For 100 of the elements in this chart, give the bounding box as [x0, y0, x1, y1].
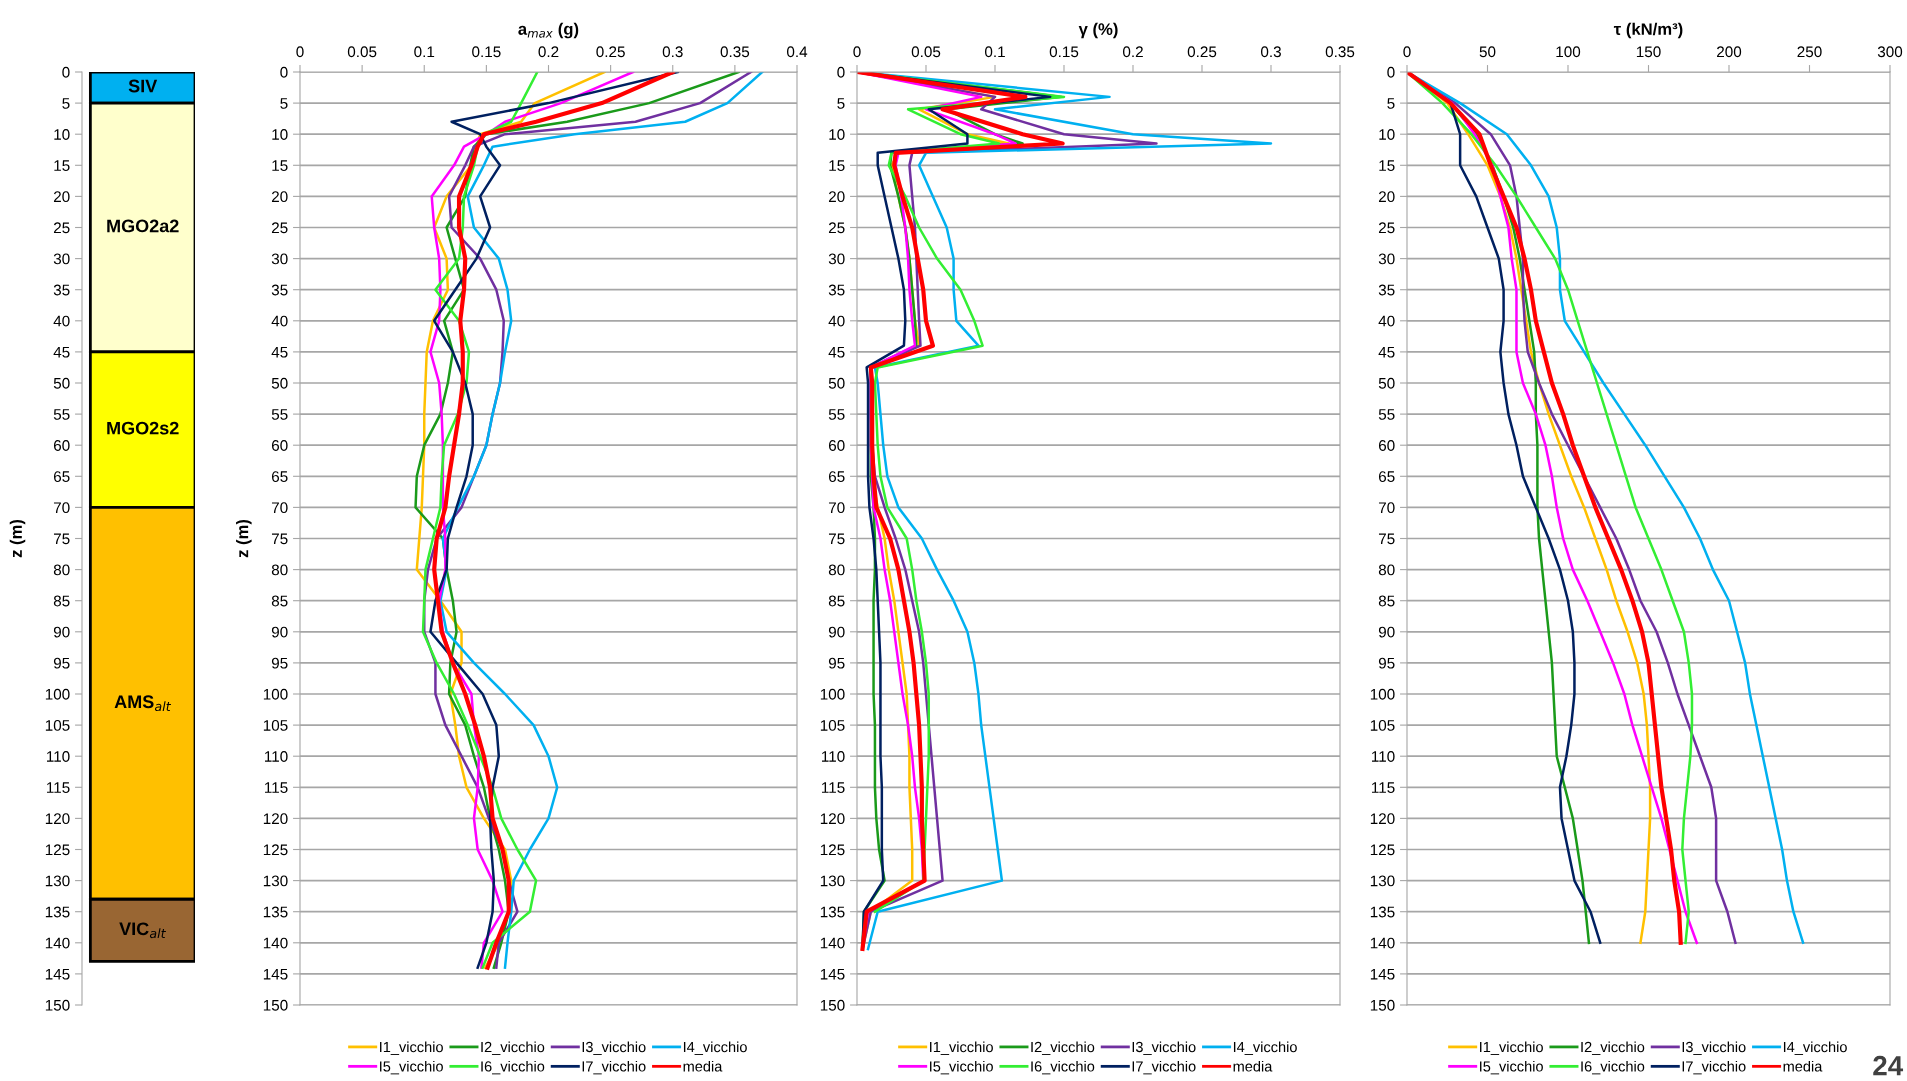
y-tick-label: 135 — [820, 906, 845, 918]
x-tick-label: 0 — [296, 46, 304, 58]
y-tick-label: 100 — [1370, 688, 1395, 700]
x-tick-label: 0.15 — [472, 46, 501, 58]
y-tick-label: 130 — [820, 875, 845, 887]
y-tick-label: 95 — [271, 657, 288, 669]
y-tick-label: 55 — [271, 409, 288, 420]
y-tick-label: 140 — [1370, 937, 1395, 949]
x-tick-label: 0.05 — [911, 46, 941, 58]
y-tick-label: 0 — [1387, 66, 1395, 78]
y-tick-label: 65 — [271, 471, 288, 482]
legend-label: I4_vicchio — [1233, 1041, 1297, 1055]
x-tick-label: 0.4 — [786, 46, 808, 58]
y-tick-label: 120 — [263, 813, 288, 825]
y-tick-label: 105 — [263, 719, 288, 731]
y-tick-label: 85 — [828, 595, 845, 607]
y-tick-label: 70 — [271, 502, 288, 514]
y-tick-label: 150 — [1370, 999, 1395, 1011]
y-tick-label: 70 — [53, 502, 70, 514]
y-tick-label: 5 — [1387, 98, 1395, 109]
y-tick-label: 50 — [828, 377, 845, 389]
x-tick-label: 0.2 — [1122, 46, 1143, 58]
y-tick-label: 20 — [53, 191, 70, 203]
y-tick-label: 60 — [828, 440, 845, 451]
x-axis-title: τ (kN/m³) — [1613, 22, 1683, 39]
y-tick-label: 10 — [272, 129, 288, 140]
legend-label: I3_vicchio — [1132, 1041, 1196, 1055]
y-tick-label: 40 — [271, 315, 288, 327]
y-tick-label: 110 — [822, 751, 845, 762]
series-label: MGO2s2 — [107, 421, 179, 435]
y-tick-label: 25 — [53, 222, 70, 234]
x-tick-label: 50 — [1479, 46, 1496, 58]
y-tick-label: 100 — [820, 688, 845, 700]
y-tick-label: 35 — [53, 284, 70, 296]
y-tick-label: 45 — [53, 346, 70, 358]
y-tick-label: 20 — [271, 191, 288, 203]
x-tick-label: 0.25 — [1187, 46, 1217, 58]
x-tick-label: 0.05 — [347, 46, 377, 58]
y-tick-label: 125 — [45, 844, 70, 856]
y-tick-label: 45 — [271, 346, 288, 358]
y-tick-label: 65 — [828, 471, 845, 482]
legend-label: I2_vicchio — [1581, 1041, 1645, 1055]
x-axis-title: γ (%) — [1078, 22, 1118, 39]
y-tick-label: 120 — [45, 813, 70, 825]
x-tick-label: 0.3 — [1260, 46, 1281, 58]
y-tick-label: 45 — [828, 346, 845, 358]
legend-label: I1_vicchio — [1480, 1041, 1543, 1055]
y-tick-label: 145 — [820, 968, 845, 980]
y-tick-label: 70 — [1378, 502, 1395, 514]
x-tick-label: 0.35 — [1325, 46, 1355, 58]
y-tick-label: 150 — [820, 999, 845, 1011]
y-tick-label: 10 — [829, 129, 845, 140]
y-tick-label: 75 — [828, 533, 845, 545]
x-tick-label: 0.35 — [720, 46, 750, 58]
y-tick-label: 5 — [280, 98, 288, 109]
y-tick-label: 15 — [272, 160, 288, 171]
legend-label: I6_vicchio — [481, 1060, 545, 1075]
y-tick-label: 10 — [54, 129, 70, 140]
y-tick-label: 30 — [53, 253, 70, 265]
legend-label: I3_vicchio — [582, 1041, 646, 1055]
legend-label: I1_vicchio — [380, 1041, 443, 1055]
legend-label: I5_vicchio — [1480, 1060, 1543, 1075]
y-tick-label: 55 — [1378, 409, 1395, 420]
y-tick-label: 110 — [47, 751, 70, 762]
y-tick-label: 0 — [837, 66, 845, 78]
y-tick-label: 130 — [263, 875, 288, 887]
legend-label: media — [1233, 1060, 1273, 1072]
y-tick-label: 105 — [45, 719, 70, 731]
y-tick-label: 110 — [265, 751, 288, 762]
x-tick-label: 0.1 — [984, 46, 1005, 58]
y-axis-title: z (m) — [236, 519, 252, 558]
x-tick-label: 300 — [1877, 46, 1903, 58]
y-tick-label: 50 — [271, 377, 288, 389]
y-tick-label: 5 — [837, 98, 845, 109]
legend-label: I5_vicchio — [380, 1060, 443, 1075]
y-tick-label: 15 — [829, 160, 845, 171]
y-tick-label: 95 — [53, 657, 70, 669]
y-tick-label: 85 — [271, 595, 288, 607]
x-axis-title: a$_{max}$ (g) — [518, 22, 579, 39]
y-tick-label: 35 — [828, 284, 845, 296]
series-label: SIV — [128, 79, 158, 93]
y-tick-label: 100 — [45, 688, 70, 700]
y-tick-label: 120 — [1370, 813, 1395, 825]
y-tick-label: 55 — [828, 409, 845, 420]
legend-label: I3_vicchio — [1682, 1041, 1746, 1055]
y-tick-label: 80 — [53, 564, 70, 576]
y-tick-label: 45 — [1378, 346, 1395, 358]
y-tick-label: 75 — [271, 533, 288, 545]
legend-label: I7_vicchio — [1132, 1060, 1196, 1075]
y-tick-label: 115 — [822, 782, 845, 793]
x-tick-label: 0 — [853, 46, 861, 58]
y-tick-label: 120 — [820, 813, 845, 825]
y-tick-label: 145 — [1370, 968, 1395, 980]
y-axis-title: z (m) — [9, 519, 26, 558]
y-tick-label: 125 — [820, 844, 845, 856]
y-tick-label: 90 — [1378, 626, 1395, 638]
x-tick-label: 0.2 — [538, 46, 559, 58]
y-tick-label: 140 — [820, 937, 845, 949]
y-tick-label: 20 — [828, 191, 845, 203]
legend-label: media — [683, 1060, 723, 1072]
